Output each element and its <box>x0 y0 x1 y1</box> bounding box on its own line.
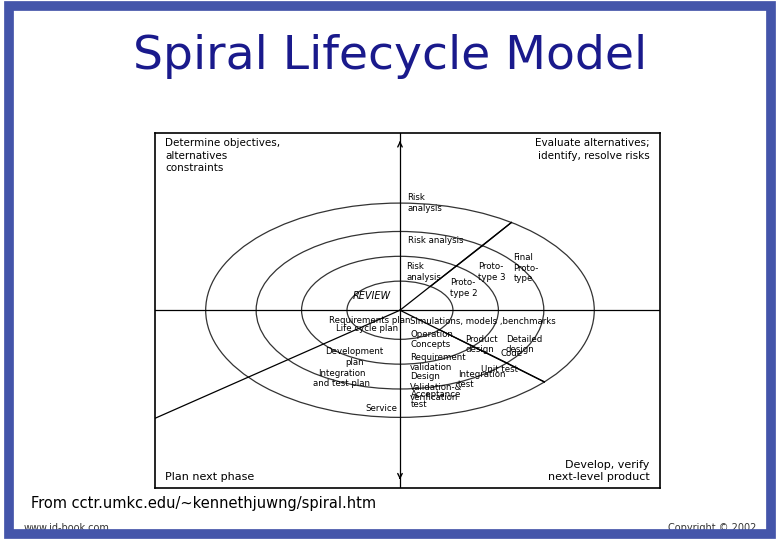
Text: Simulations, models ,benchmarks: Simulations, models ,benchmarks <box>410 318 556 326</box>
Text: www.id-book.com: www.id-book.com <box>23 523 109 533</box>
Text: Risk
analysis: Risk analysis <box>406 262 441 282</box>
Text: Final
Proto-
type: Final Proto- type <box>513 253 539 284</box>
Text: Code: Code <box>501 349 523 358</box>
Text: Evaluate alternatives;
identify, resolve risks: Evaluate alternatives; identify, resolve… <box>535 138 650 160</box>
Text: Proto-
type 2: Proto- type 2 <box>450 278 478 298</box>
Text: Requirement
validation: Requirement validation <box>410 353 466 372</box>
Text: Proto-
type 3: Proto- type 3 <box>478 262 505 282</box>
Text: Copyright © 2002: Copyright © 2002 <box>668 523 757 533</box>
Text: Integration
and test plan: Integration and test plan <box>314 369 370 388</box>
Text: Detailed
design: Detailed design <box>506 335 542 354</box>
Text: Unit test: Unit test <box>480 365 518 374</box>
Text: Service: Service <box>366 404 398 413</box>
Text: Integration
test: Integration test <box>458 370 505 389</box>
Text: Determine objectives,
alternatives
constraints: Determine objectives, alternatives const… <box>165 138 281 173</box>
Text: REVIEW: REVIEW <box>353 291 392 301</box>
Text: Acceptance
test: Acceptance test <box>411 390 462 409</box>
Text: Risk
analysis: Risk analysis <box>408 193 442 213</box>
Text: Design
Validation-&
verification: Design Validation-& verification <box>410 372 463 402</box>
Text: Develop, verify
next-level product: Develop, verify next-level product <box>548 460 650 482</box>
Text: Operation
Concepts: Operation Concepts <box>410 330 453 349</box>
Text: From cctr.umkc.edu/~kennethjuwng/spiral.htm: From cctr.umkc.edu/~kennethjuwng/spiral.… <box>31 496 376 511</box>
Text: Spiral Lifecycle Model: Spiral Lifecycle Model <box>133 34 647 79</box>
Text: Plan next phase: Plan next phase <box>165 472 254 482</box>
Text: Product
design: Product design <box>466 335 498 354</box>
Text: Development
plan: Development plan <box>325 347 384 367</box>
Text: Risk analysis: Risk analysis <box>408 236 463 245</box>
Text: Requirements plan: Requirements plan <box>329 315 410 325</box>
Text: Life cycle plan: Life cycle plan <box>336 325 399 333</box>
